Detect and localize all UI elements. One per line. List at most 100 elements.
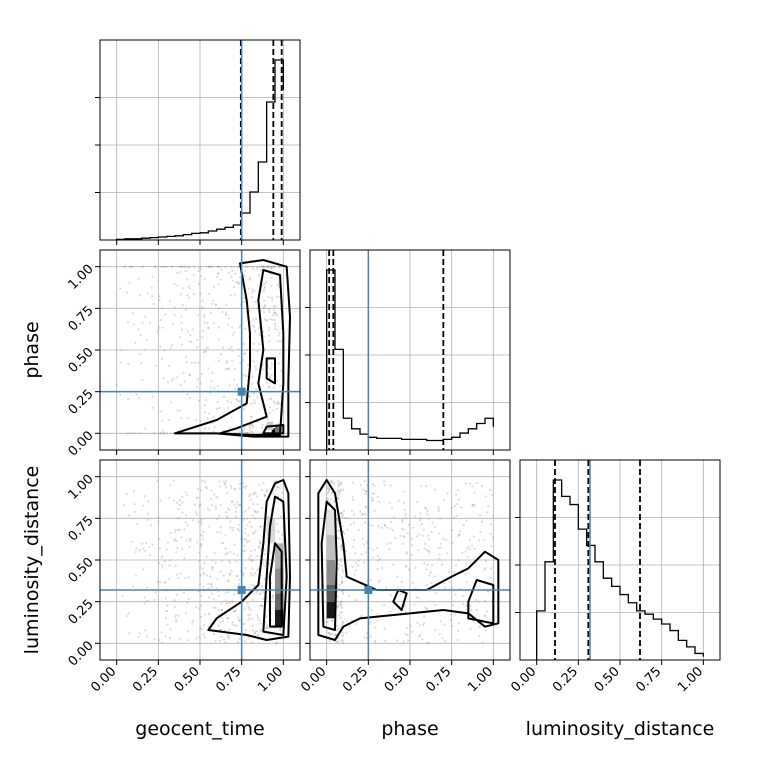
luminosity-distance-vs-phase-sample-point (405, 551, 408, 554)
luminosity-distance-vs-geocent-time-sample-point (226, 617, 229, 620)
phase-vs-geocent-time-sample-point (234, 272, 237, 275)
phase-vs-geocent-time-sample-point (249, 431, 252, 434)
phase-vs-geocent-time-sample-point (239, 276, 242, 279)
luminosity-distance-vs-geocent-time-sample-point (279, 627, 282, 630)
phase-vs-geocent-time-sample-point (217, 338, 221, 341)
luminosity-distance-vs-geocent-time-sample-point (224, 547, 227, 550)
luminosity-distance-vs-phase-sample-point (399, 534, 402, 538)
luminosity-distance-vs-geocent-time-sample-point (259, 629, 262, 632)
luminosity-distance-vs-phase-sample-point (340, 616, 343, 619)
luminosity-distance-vs-phase-sample-point (331, 481, 334, 484)
luminosity-distance-vs-geocent-time-sample-point (278, 537, 281, 540)
luminosity-distance-vs-phase-sample-point (362, 561, 365, 564)
luminosity-distance-vs-geocent-time-sample-point (237, 504, 240, 507)
luminosity-distance-vs-phase-sample-point (339, 512, 342, 515)
luminosity-distance-vs-phase-sample-point (340, 488, 343, 491)
phase-vs-geocent-time-sample-point (137, 397, 141, 400)
luminosity-distance-vs-phase-sample-point (341, 513, 345, 517)
luminosity-distance-vs-geocent-time-sample-point (251, 618, 254, 621)
phase-vs-geocent-time-sample-point (261, 426, 264, 429)
luminosity-distance-vs-geocent-time-sample-point (260, 488, 263, 492)
luminosity-distance-vs-phase-sample-point (336, 640, 339, 643)
luminosity-distance-vs-geocent-time-sample-point (202, 623, 206, 627)
luminosity-distance-vs-phase-sample-point (369, 620, 372, 624)
luminosity-distance-vs-phase-sample-point (344, 516, 347, 519)
luminosity-distance-vs-phase-sample-point (455, 515, 458, 518)
phase-vs-geocent-time-sample-point (270, 397, 273, 400)
luminosity-distance-vs-phase-sample-point (438, 532, 441, 535)
phase-vs-geocent-time-sample-point (134, 432, 137, 435)
phase-vs-geocent-time-sample-point (227, 271, 230, 274)
luminosity-distance-vs-phase-sample-point (431, 521, 434, 524)
luminosity-distance-vs-geocent-time-sample-point (259, 582, 262, 585)
phase-vs-geocent-time-sample-point (116, 384, 119, 387)
luminosity-distance-vs-phase-sample-point (373, 509, 376, 513)
luminosity-distance-vs-geocent-time-sample-point (203, 613, 206, 616)
luminosity-distance-vs-phase-sample-point (340, 557, 343, 561)
phase-vs-geocent-time-sample-point (154, 364, 157, 367)
phase-vs-geocent-time-sample-point (245, 375, 248, 378)
phase-vs-geocent-time-sample-point (262, 368, 265, 371)
phase-vs-geocent-time-sample-point (213, 387, 216, 390)
luminosity-distance-vs-geocent-time-sample-point (255, 554, 258, 558)
luminosity-distance-vs-geocent-time-sample-point (231, 500, 234, 503)
phase-vs-geocent-time-sample-point (255, 388, 258, 391)
luminosity-distance-vs-geocent-time-sample-point (179, 637, 182, 640)
luminosity-distance-vs-phase-panel: 0.00 0.25 0.50 0.75 1.00 (298, 459, 511, 695)
luminosity-distance-vs-geocent-time-sample-point (249, 608, 253, 611)
luminosity-distance-vs-geocent-time-sample-point (199, 533, 202, 536)
luminosity-distance-vs-phase-sample-point (420, 522, 423, 526)
luminosity-distance-vs-phase-sample-point (350, 509, 354, 512)
xlabel-geocent-time: geocent_time (135, 718, 264, 740)
luminosity-distance-vs-phase-sample-point (483, 568, 486, 571)
phase-vs-geocent-time-sample-point (247, 287, 250, 290)
phase-vs-geocent-time-sample-point (245, 348, 249, 352)
luminosity-distance-vs-geocent-time-sample-point (253, 517, 256, 520)
luminosity-distance-vs-geocent-time-sample-point (220, 559, 223, 563)
phase-vs-geocent-time-ytick-label: 0.25 (66, 387, 97, 418)
phase-vs-geocent-time-sample-point (280, 369, 283, 372)
phase-vs-geocent-time-sample-point (173, 313, 176, 317)
luminosity-distance-vs-phase-sample-point (368, 622, 371, 626)
luminosity-distance-vs-phase-sample-point (491, 494, 494, 497)
phase-vs-geocent-time-sample-point (226, 400, 229, 403)
luminosity-distance-vs-phase-sample-point (340, 580, 344, 583)
phase-vs-geocent-time-sample-point (235, 383, 238, 387)
phase-vs-geocent-time-ytick-label: 0.00 (66, 428, 97, 459)
luminosity-distance-vs-phase-density-cell (326, 560, 335, 585)
luminosity-distance-vs-phase-sample-point (329, 633, 332, 636)
phase-vs-geocent-time-sample-point (208, 265, 211, 268)
phase-vs-geocent-time-sample-point (209, 312, 212, 315)
phase-vs-geocent-time-sample-point (187, 296, 191, 299)
luminosity-distance-vs-geocent-time-sample-point (223, 482, 227, 485)
phase-vs-geocent-time-sample-point (276, 403, 280, 406)
luminosity-distance-vs-phase-sample-point (403, 536, 406, 539)
luminosity-distance-vs-phase-sample-point (372, 492, 375, 495)
luminosity-distance-vs-phase-sample-point (364, 551, 367, 554)
luminosity-distance-vs-phase-sample-point (341, 631, 344, 634)
luminosity-distance-vs-phase-sample-point (370, 496, 373, 499)
luminosity-distance-vs-geocent-time-sample-point (218, 480, 221, 483)
luminosity-distance-vs-phase-sample-point (452, 604, 455, 607)
luminosity-distance-vs-phase-sample-point (393, 516, 396, 519)
luminosity-distance-vs-geocent-time-sample-point (243, 544, 246, 547)
luminosity-distance-vs-geocent-time-sample-point (234, 506, 238, 509)
luminosity-distance-vs-phase-sample-point (457, 534, 460, 537)
luminosity-distance-vs-phase-xtick-label: 0.00 (298, 664, 329, 695)
luminosity-distance-vs-geocent-time-sample-point (258, 539, 261, 542)
luminosity-distance-vs-phase-sample-point (380, 526, 383, 530)
luminosity-distance-vs-phase-sample-point (371, 499, 374, 502)
luminosity-distance-vs-phase-sample-point (378, 557, 381, 560)
phase-vs-geocent-time-sample-point (230, 401, 233, 404)
phase-vs-geocent-time-sample-point (182, 371, 185, 374)
luminosity-distance-vs-geocent-time-sample-point (263, 494, 266, 497)
luminosity-distance-vs-phase-sample-point (396, 575, 399, 578)
luminosity-distance-vs-geocent-time-sample-point (216, 531, 219, 534)
luminosity-distance-vs-phase-sample-point (471, 503, 474, 506)
phase-vs-geocent-time-sample-point (258, 326, 261, 330)
luminosity-distance-vs-phase-sample-point (456, 489, 460, 492)
luminosity-distance-vs-phase-sample-point (452, 516, 456, 519)
phase-vs-geocent-time-sample-point (273, 327, 276, 330)
phase-vs-geocent-time-sample-point (203, 411, 207, 414)
luminosity-distance-vs-phase-sample-point (416, 621, 419, 624)
